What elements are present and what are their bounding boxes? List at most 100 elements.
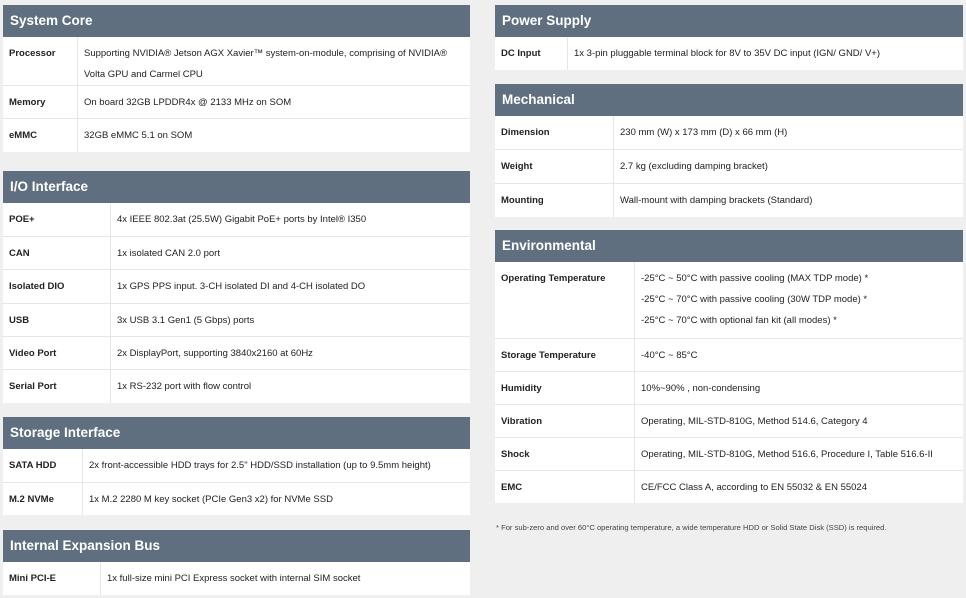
spec-row: Mini PCI-E 1x full-size mini PCI Express … — [3, 562, 470, 595]
spec-row: Memory On board 32GB LPDDR4x @ 2133 MHz o… — [3, 85, 470, 119]
spec-value-line: 1x isolated CAN 2.0 port — [117, 247, 220, 259]
spec-value: 1x full-size mini PCI Express socket wit… — [101, 562, 471, 595]
section-system-core: System Core Processor Supporting NVIDIA® J… — [3, 5, 470, 152]
spec-value-line: Operating, MIL-STD-810G, Method 514.6, C… — [641, 415, 868, 427]
section-i-o-interface: I/O Interface POE+ 4x IEEE 802.3at (25.5W)… — [3, 171, 471, 404]
spec-value-line: 1x 3-pin pluggable terminal block for 8V… — [574, 48, 880, 59]
spec-value-line: 1x RS-232 port with flow control — [117, 381, 252, 393]
spec-value: 4x IEEE 802.3at (25.5W) Gigabit PoE+ por… — [110, 203, 470, 237]
spec-label: Serial Port — [3, 369, 111, 404]
spec-label: Humidity — [495, 371, 635, 405]
spec-value: 1x M.2 2280 M key socket (PCIe Gen3 x2) … — [83, 482, 471, 515]
spec-value-line: -25°C ~ 50°C with passive cooling (MAX T… — [641, 273, 869, 284]
spec-row: Video Port 2x DisplayPort, supporting 384… — [3, 336, 470, 371]
spec-label: Storage Temperature — [495, 338, 635, 372]
spec-label: EMC — [495, 470, 635, 503]
spec-value-line: On board 32GB LPDDR4x @ 2133 MHz on SOM — [84, 97, 292, 108]
spec-row: Mounting Wall-mount with damping brackets… — [495, 183, 963, 217]
spec-value-line: 2x front-accessible HDD trays for 2.5" H… — [89, 460, 431, 471]
spec-value: On board 32GB LPDDR4x @ 2133 MHz on SOM — [77, 85, 470, 119]
spec-value: 32GB eMMC 5.1 on SOM — [78, 119, 471, 152]
spec-value: 2.7 kg (excluding damping bracket) — [613, 149, 963, 184]
spec-value: CE/FCC Class A, according to EN 55032 & … — [635, 470, 964, 503]
spec-value-line: 1x full-size mini PCI Express socket wit… — [107, 573, 361, 584]
spec-value: Operating, MIL-STD-810G, Method 516.6, P… — [634, 437, 963, 471]
spec-row: Operating Temperature -25°C ~ 50°C with p… — [495, 262, 963, 339]
spec-row: USB 3x USB 3.1 Gen1 (5 Gbps) ports — [3, 303, 470, 338]
spec-value: Wall-mount with damping brackets (Standa… — [614, 183, 964, 217]
spec-row: CAN 1x isolated CAN 2.0 port — [3, 236, 470, 271]
spec-label: POE+ — [3, 203, 111, 237]
spec-value: Supporting NVIDIA® Jetson AGX Xavier™ sy… — [77, 37, 470, 86]
spec-value: 3x USB 3.1 Gen1 (5 Gbps) ports — [110, 303, 470, 338]
spec-row: Serial Port 1x RS-232 port with flow cont… — [3, 369, 471, 404]
spec-value-line: 10%~90% , non-condensing — [641, 382, 761, 394]
spec-value: 1x 3-pin pluggable terminal block for 8V… — [568, 37, 964, 70]
spec-row: EMC CE/FCC Class A, according to EN 55032… — [495, 470, 963, 503]
section-header: I/O Interface — [3, 171, 470, 203]
spec-value-line: -25°C ~ 70°C with optional fan kit (all … — [641, 315, 837, 326]
spec-row: Dimension 230 mm (W) x 173 mm (D) x 66 mm… — [495, 116, 963, 151]
section-internal-expansion-bus: Internal Expansion Bus Mini PCI-E 1x full-… — [3, 530, 470, 595]
spec-label: Video Port — [3, 336, 111, 371]
spec-value-line: 1x M.2 2280 M key socket (PCIe Gen3 x2) … — [89, 493, 333, 505]
spec-label: Mini PCI-E — [3, 562, 101, 595]
section-environmental: Environmental Operating Temperature -25°C … — [495, 230, 963, 503]
spec-row: Processor Supporting NVIDIA® Jetson AGX X… — [3, 37, 470, 86]
section-header: Internal Expansion Bus — [3, 530, 470, 562]
spec-value: -25°C ~ 50°C with passive cooling (MAX T… — [634, 262, 963, 339]
spec-value: 10%~90% , non-condensing — [634, 371, 963, 405]
spec-row: POE+ 4x IEEE 802.3at (25.5W) Gigabit PoE+… — [3, 203, 470, 237]
spec-label: Dimension — [495, 116, 614, 151]
spec-label: CAN — [3, 236, 111, 271]
spec-label: M.2 NVMe — [3, 482, 83, 515]
spec-label: DC Input — [495, 37, 568, 70]
section-power-supply: Power Supply DC Input 1x 3-pin pluggable t… — [495, 5, 963, 70]
spec-row: Shock Operating, MIL-STD-810G, Method 516… — [495, 437, 963, 471]
spec-label: Vibration — [495, 404, 635, 438]
spec-value-line: 4x IEEE 802.3at (25.5W) Gigabit PoE+ por… — [117, 214, 367, 225]
spec-value: Operating, MIL-STD-810G, Method 514.6, C… — [634, 404, 963, 438]
spec-value: 1x isolated CAN 2.0 port — [110, 236, 470, 271]
spec-value: 1x RS-232 port with flow control — [111, 370, 471, 403]
section-header: System Core — [3, 5, 470, 37]
spec-value: 230 mm (W) x 173 mm (D) x 66 mm (H) — [613, 116, 963, 151]
spec-row: eMMC 32GB eMMC 5.1 on SOM — [3, 118, 471, 152]
spec-value-line: -40°C ~ 85°C — [641, 349, 698, 361]
spec-value-line: 230 mm (W) x 173 mm (D) x 66 mm (H) — [620, 127, 788, 138]
spec-label: Weight — [495, 149, 614, 184]
section-storage-interface: Storage Interface SATA HDD 2x front-access… — [3, 417, 470, 515]
spec-value: 1x GPS PPS input. 3-CH isolated DI and 4… — [110, 269, 470, 304]
footnote: * For sub-zero and over 60°C operating t… — [496, 523, 887, 532]
spec-value: 2x front-accessible HDD trays for 2.5" H… — [82, 449, 470, 483]
spec-label: Shock — [495, 437, 635, 471]
spec-label: SATA HDD — [3, 449, 83, 483]
section-header: Storage Interface — [3, 417, 470, 449]
spec-row: M.2 NVMe 1x M.2 2280 M key socket (PCIe G… — [3, 482, 470, 515]
spec-value-line: Supporting NVIDIA® Jetson AGX Xavier™ sy… — [84, 48, 447, 80]
spec-value: -40°C ~ 85°C — [634, 338, 963, 372]
spec-value-line: Operating, MIL-STD-810G, Method 516.6, P… — [641, 448, 933, 460]
spec-value-line: 32GB eMMC 5.1 on SOM — [84, 130, 193, 141]
spec-value-line: Wall-mount with damping brackets (Standa… — [620, 194, 813, 206]
spec-value-line: 2x DisplayPort, supporting 3840x2160 at … — [117, 348, 313, 360]
spec-row: Humidity 10%~90% , non-condensing — [495, 371, 963, 405]
spec-value-line: 2.7 kg (excluding damping bracket) — [620, 161, 768, 173]
section-header: Power Supply — [495, 5, 963, 37]
spec-value-line: 3x USB 3.1 Gen1 (5 Gbps) ports — [117, 314, 255, 326]
spec-label: Isolated DIO — [3, 269, 111, 304]
spec-row: Storage Temperature -40°C ~ 85°C — [495, 338, 963, 372]
spec-label: eMMC — [3, 118, 78, 152]
spec-row: DC Input 1x 3-pin pluggable terminal bloc… — [495, 37, 963, 70]
spec-label: Operating Temperature — [495, 262, 635, 339]
spec-row: SATA HDD 2x front-accessible HDD trays fo… — [3, 449, 470, 483]
spec-row: Isolated DIO 1x GPS PPS input. 3-CH isola… — [3, 269, 470, 304]
spec-row: Vibration Operating, MIL-STD-810G, Method… — [495, 404, 963, 438]
spec-label: USB — [3, 303, 111, 338]
spec-label: Memory — [3, 85, 78, 119]
spec-label: Mounting — [495, 183, 614, 217]
spec-value: 2x DisplayPort, supporting 3840x2160 at … — [110, 336, 470, 371]
section-header: Mechanical — [495, 84, 963, 116]
spec-value-line: CE/FCC Class A, according to EN 55032 & … — [641, 481, 868, 493]
section-header: Environmental — [495, 230, 963, 262]
